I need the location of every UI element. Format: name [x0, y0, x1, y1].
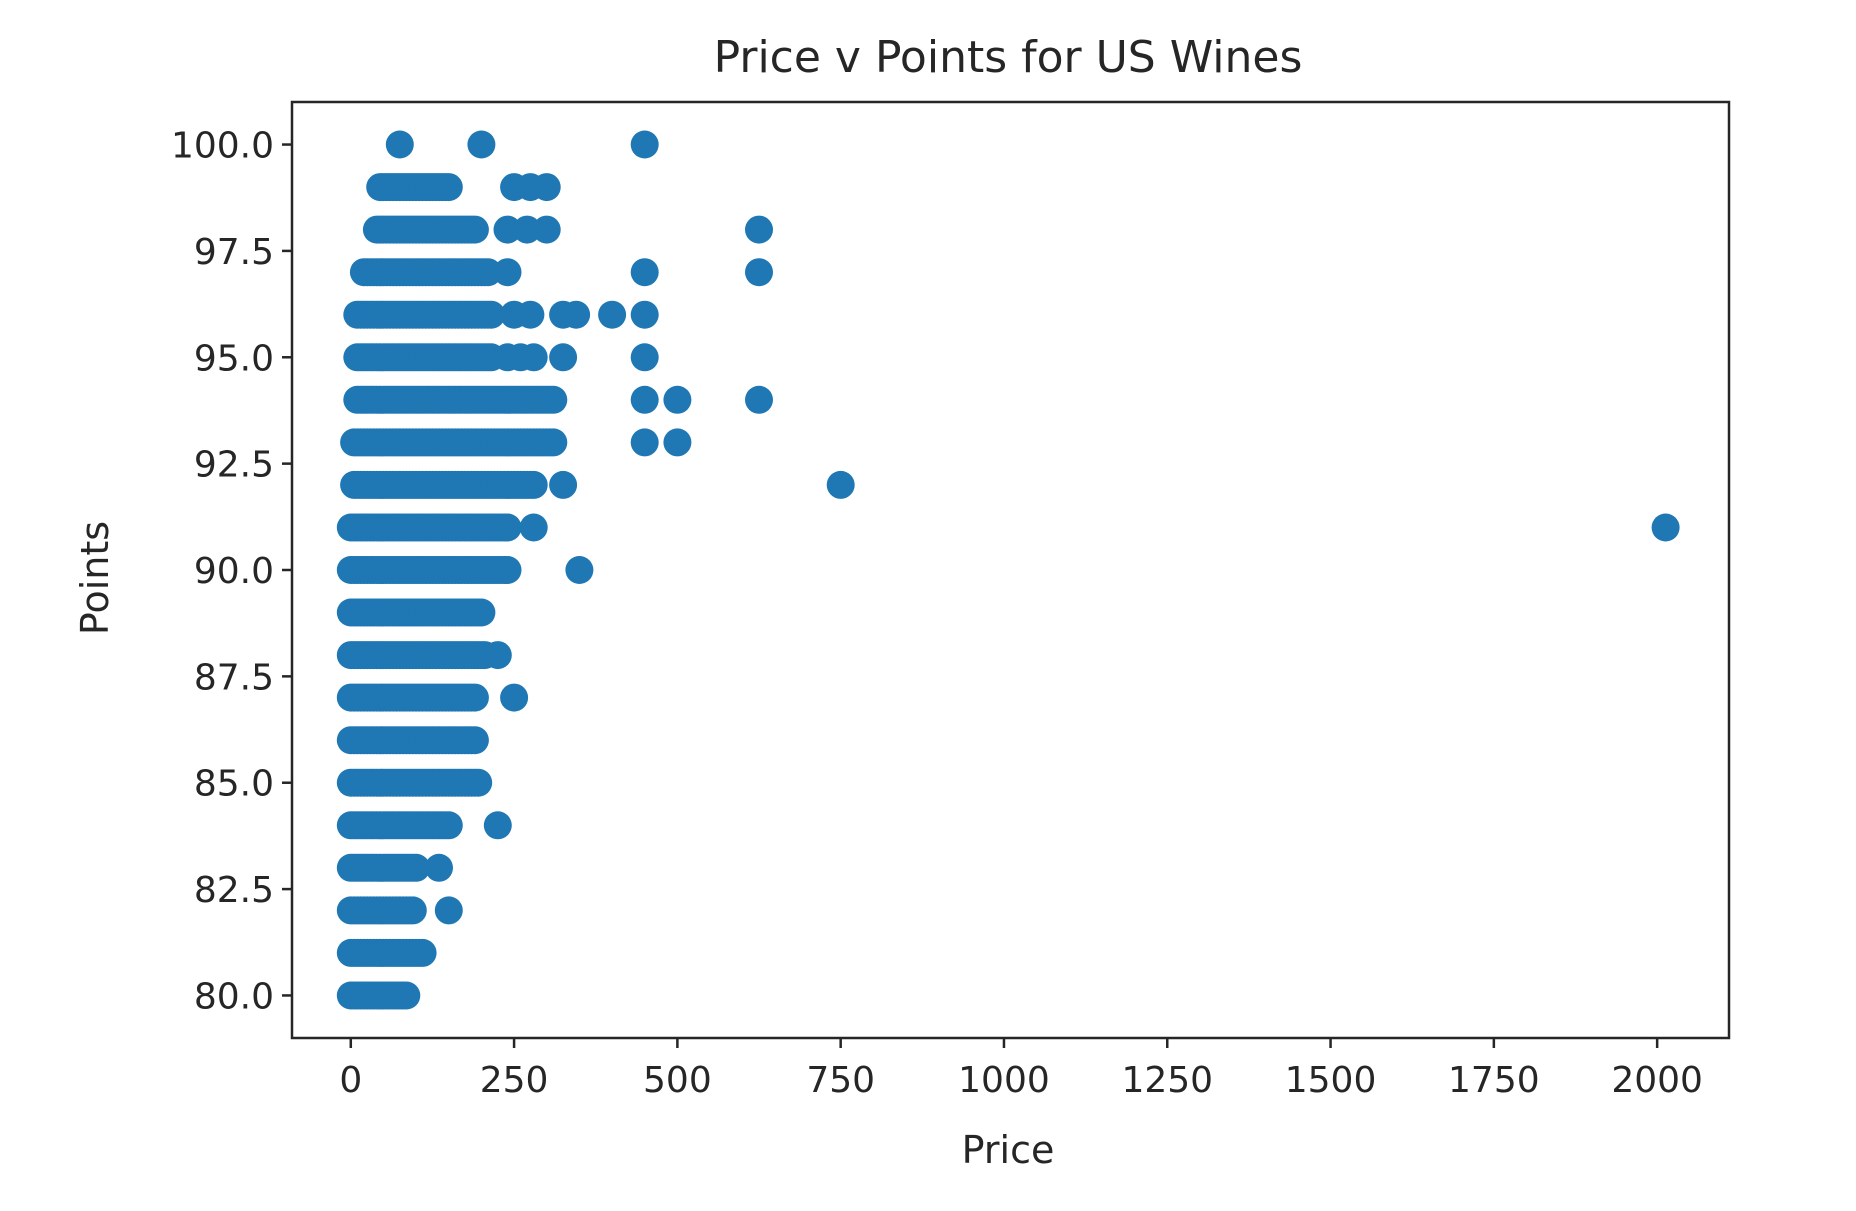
x-tick-label: 250	[480, 1060, 549, 1101]
data-point	[408, 938, 437, 967]
y-tick-label: 100.0	[171, 126, 274, 167]
data-point	[532, 173, 561, 202]
data-point	[392, 981, 421, 1010]
data-point	[425, 853, 453, 882]
y-tick-label: 90.0	[194, 551, 274, 592]
data-point	[539, 385, 568, 414]
x-axis: 0 250 500 750 1000 1250 1500 1750 2000	[339, 1038, 1703, 1101]
y-axis-title: Points	[73, 521, 117, 635]
data-point	[539, 428, 568, 457]
data-point	[532, 215, 561, 244]
x-tick-label: 2000	[1611, 1060, 1703, 1101]
x-axis-title: Price	[962, 1128, 1055, 1172]
x-tick-label: 1000	[958, 1060, 1050, 1101]
data-point	[663, 428, 692, 457]
data-point	[434, 811, 463, 840]
data-point	[826, 470, 855, 499]
y-tick-label: 87.5	[194, 657, 274, 698]
data-point	[477, 300, 506, 329]
data-point	[630, 343, 659, 372]
y-tick-label: 92.5	[194, 445, 274, 486]
data-point	[549, 343, 578, 372]
data-point	[493, 258, 522, 287]
x-tick-label: 1750	[1448, 1060, 1540, 1101]
data-point	[630, 385, 659, 414]
data-point	[663, 385, 692, 414]
data-points	[336, 130, 1680, 1010]
data-point	[519, 513, 548, 542]
data-point	[1651, 513, 1680, 542]
data-point	[565, 556, 594, 584]
y-tick-label: 97.5	[194, 232, 274, 273]
x-tick-label: 1500	[1285, 1060, 1377, 1101]
y-tick-label: 85.0	[194, 764, 274, 805]
x-tick-label: 0	[339, 1060, 362, 1101]
data-point	[460, 215, 489, 244]
data-point	[398, 896, 427, 925]
data-point	[519, 470, 548, 499]
data-point	[460, 683, 489, 712]
data-point	[483, 641, 512, 670]
y-tick-label: 95.0	[194, 338, 274, 379]
data-point	[467, 130, 496, 159]
data-point	[467, 598, 496, 627]
data-point	[493, 215, 522, 244]
y-axis: 80.0 82.5 85.0 87.5 90.0 92.5 95.0 97.5 100.0	[171, 126, 292, 1017]
x-tick-label: 500	[643, 1060, 712, 1101]
data-point	[385, 130, 414, 159]
data-point	[434, 173, 463, 202]
data-point	[483, 811, 512, 840]
data-point	[630, 428, 659, 457]
data-point	[598, 300, 627, 329]
y-tick-label: 80.0	[194, 976, 274, 1017]
data-point	[630, 258, 659, 287]
data-point	[474, 258, 502, 287]
data-point	[562, 300, 591, 329]
data-point	[493, 513, 522, 542]
data-point	[513, 215, 542, 244]
data-point	[745, 215, 773, 244]
x-tick-label: 750	[806, 1060, 875, 1101]
y-tick-label: 82.5	[194, 870, 274, 911]
data-point	[549, 470, 578, 499]
data-point	[745, 258, 773, 287]
x-tick-label: 1250	[1121, 1060, 1213, 1101]
data-point	[500, 683, 529, 712]
data-point	[493, 556, 522, 584]
data-point	[519, 343, 548, 372]
data-point	[460, 726, 489, 755]
chart-title: Price v Points for US Wines	[714, 32, 1303, 83]
data-point	[516, 300, 545, 329]
data-point	[434, 896, 463, 925]
data-point	[402, 853, 431, 882]
data-point	[630, 300, 659, 329]
data-point	[745, 385, 773, 414]
data-point	[630, 130, 659, 159]
data-point	[464, 768, 493, 797]
